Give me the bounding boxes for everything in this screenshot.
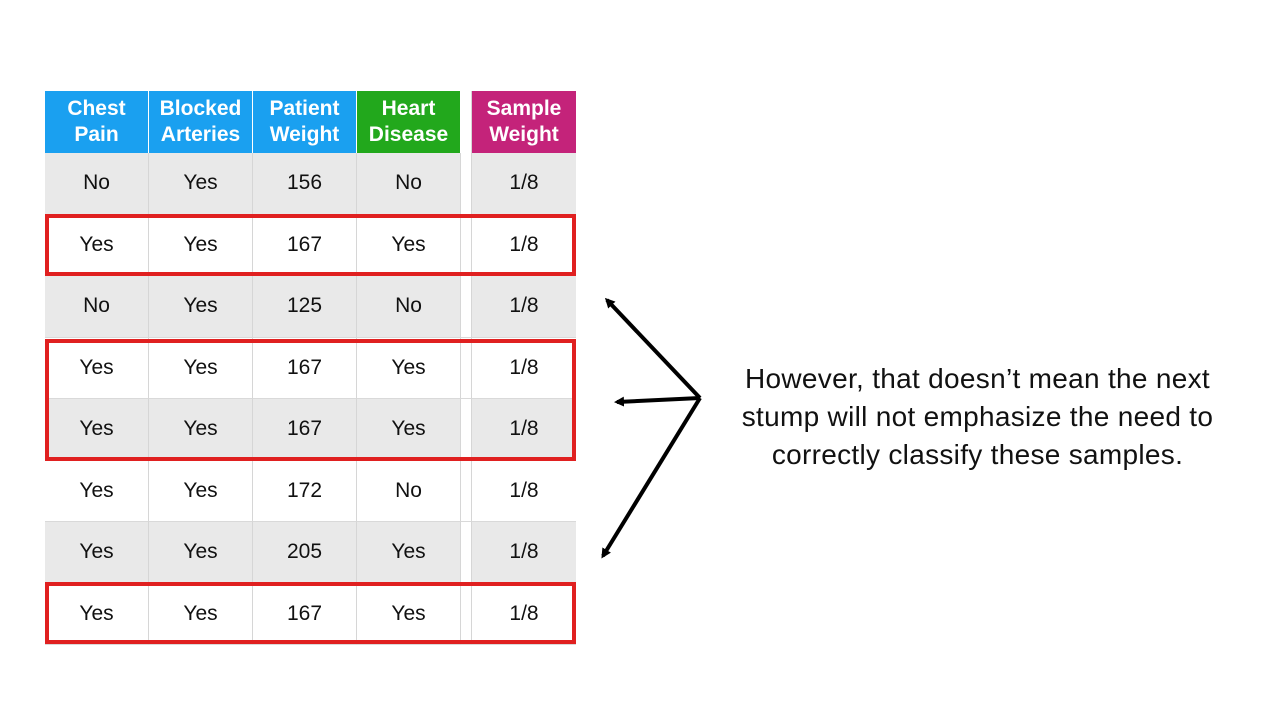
caption-line-2: stump will not emphasize the need to xyxy=(741,401,1214,432)
column-gap xyxy=(461,276,472,338)
table-grid: Chest Pain Blocked Arteries Patient Weig… xyxy=(45,91,576,645)
caption-text: However, that doesn’t mean the next stum… xyxy=(700,360,1255,474)
highlight-box-row-2 xyxy=(45,214,576,276)
header-line: Weight xyxy=(489,123,559,146)
cell-chest-pain: Yes xyxy=(45,399,149,461)
cell-chest-pain: Yes xyxy=(45,583,149,645)
cell-patient-weight: 205 xyxy=(253,522,357,584)
table-row: Yes Yes 167 Yes 1/8 xyxy=(45,214,576,276)
header-chest-pain: Chest Pain xyxy=(45,91,149,153)
cell-sample-weight: 1/8 xyxy=(472,153,576,215)
cell-chest-pain: Yes xyxy=(45,522,149,584)
table-row: Yes Yes 172 No 1/8 xyxy=(45,460,576,522)
cell-patient-weight: 172 xyxy=(253,460,357,522)
cell-heart-disease: Yes xyxy=(357,583,461,645)
cell-patient-weight: 167 xyxy=(253,337,357,399)
highlight-box-row-8 xyxy=(45,582,576,644)
cell-sample-weight: 1/8 xyxy=(472,338,576,399)
cell-patient-weight: 167 xyxy=(253,399,357,461)
header-patient-weight: Patient Weight xyxy=(253,91,357,153)
arrow-down xyxy=(601,396,702,559)
header-blocked-arteries: Blocked Arteries xyxy=(149,91,253,153)
cell-sample-weight: 1/8 xyxy=(472,276,576,338)
arrow-up xyxy=(604,297,702,400)
cell-blocked-arteries: Yes xyxy=(149,399,253,461)
header-line: Patient xyxy=(269,97,340,120)
table-row: No Yes 125 No 1/8 xyxy=(45,276,576,338)
cell-heart-disease: No xyxy=(357,460,461,522)
cell-sample-weight: 1/8 xyxy=(472,461,576,522)
cell-chest-pain: Yes xyxy=(45,337,149,399)
cell-blocked-arteries: Yes xyxy=(149,276,253,338)
cell-chest-pain: Yes xyxy=(45,460,149,522)
cell-patient-weight: 167 xyxy=(253,583,357,645)
header-line: Disease xyxy=(368,123,449,146)
cell-heart-disease: Yes xyxy=(357,337,461,399)
header-line: Heart xyxy=(381,97,436,120)
cell-heart-disease: Yes xyxy=(357,522,461,584)
cell-heart-disease: No xyxy=(357,276,461,338)
table-header-row: Chest Pain Blocked Arteries Patient Weig… xyxy=(45,91,576,153)
highlight-box-rows-4-5 xyxy=(45,339,576,461)
header-heart-disease: Heart Disease xyxy=(357,91,461,153)
table-body: No Yes 156 No 1/8 Yes Yes 167 Yes 1/8 No Yes 125 No 1/… xyxy=(45,153,576,645)
cell-blocked-arteries: Yes xyxy=(149,337,253,399)
caption-line-1: However, that doesn’t mean the next xyxy=(745,363,1210,394)
caption-line-3: correctly classify these samples. xyxy=(771,439,1184,470)
table-row: Yes Yes 167 Yes 1/8 xyxy=(45,583,576,645)
cell-chest-pain: No xyxy=(45,276,149,338)
cell-chest-pain: No xyxy=(45,153,149,215)
cell-sample-weight: 1/8 xyxy=(472,522,576,584)
header-line: Pain xyxy=(74,123,119,146)
column-gap xyxy=(461,460,472,522)
cell-heart-disease: No xyxy=(357,153,461,215)
header-line: Chest xyxy=(67,97,126,120)
header-line: Sample xyxy=(486,97,562,120)
cell-patient-weight: 125 xyxy=(253,276,357,338)
column-gap xyxy=(461,583,472,645)
cell-blocked-arteries: Yes xyxy=(149,153,253,215)
cell-patient-weight: 156 xyxy=(253,153,357,215)
table-row: No Yes 156 No 1/8 xyxy=(45,153,576,215)
arrow-middle xyxy=(614,396,701,407)
cell-blocked-arteries: Yes xyxy=(149,583,253,645)
column-gap xyxy=(461,337,472,399)
header-line: Arteries xyxy=(160,123,241,146)
cell-sample-weight: 1/8 xyxy=(472,584,576,645)
header-line: Weight xyxy=(269,123,340,146)
table-row: Yes Yes 205 Yes 1/8 xyxy=(45,522,576,584)
table-row: Yes Yes 167 Yes 1/8 xyxy=(45,337,576,399)
header-sample-weight: Sample Weight xyxy=(472,91,576,153)
column-gap xyxy=(461,91,472,153)
cell-blocked-arteries: Yes xyxy=(149,460,253,522)
header-line: Blocked xyxy=(159,97,242,120)
